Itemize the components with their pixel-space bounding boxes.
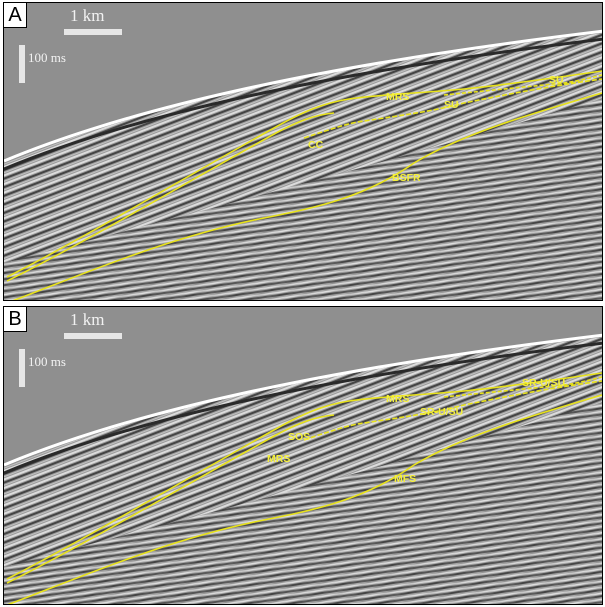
- horizontal-scale-label-b: 1 km: [70, 310, 105, 329]
- seismic-image-a: MRS SU SU CC BSFR: [4, 3, 602, 300]
- horizontal-scale-bar-a: [64, 29, 122, 35]
- horizon-label-a-bsfr: BSFR: [392, 172, 421, 184]
- horizon-label-b-sru-su-2: SR-U/SU: [420, 406, 463, 418]
- horizon-label-b-mrs-2: MRS: [267, 453, 290, 465]
- horizon-label-b-sos: SOS: [288, 431, 310, 443]
- horizon-label-a-cc: CC: [308, 139, 324, 151]
- horizon-label-a-su-2: SU: [444, 99, 459, 111]
- vertical-scale-label-a: 100 ms: [28, 50, 66, 65]
- horizon-label-b-sru-su-1: SR-U/SU: [522, 377, 565, 389]
- horizon-label-b-mfs: MFS: [394, 473, 416, 485]
- seismic-image-b: MRS SR-U/SU SR-U/SU SOS MRS MFS: [4, 307, 602, 604]
- panel-letter-a: A: [4, 3, 27, 28]
- horizontal-scale-bar-b: [64, 333, 122, 339]
- horizon-label-a-su-1: SU: [549, 74, 564, 86]
- horizon-label-a-mrs: MRS: [386, 91, 409, 103]
- panel-letter-b: B: [4, 307, 27, 332]
- horizontal-scale-label-a: 1 km: [70, 6, 105, 25]
- horizon-label-b-mrs-1: MRS: [386, 393, 409, 405]
- vertical-scale-bar-b: [19, 349, 25, 387]
- seismic-panel-b: MRS SR-U/SU SR-U/SU SOS MRS MFS B 1 km 1…: [3, 306, 603, 605]
- seismic-panel-a: MRS SU SU CC BSFR A 1 km 100 ms: [3, 2, 603, 301]
- vertical-scale-bar-a: [19, 45, 25, 83]
- vertical-scale-label-b: 100 ms: [28, 354, 66, 369]
